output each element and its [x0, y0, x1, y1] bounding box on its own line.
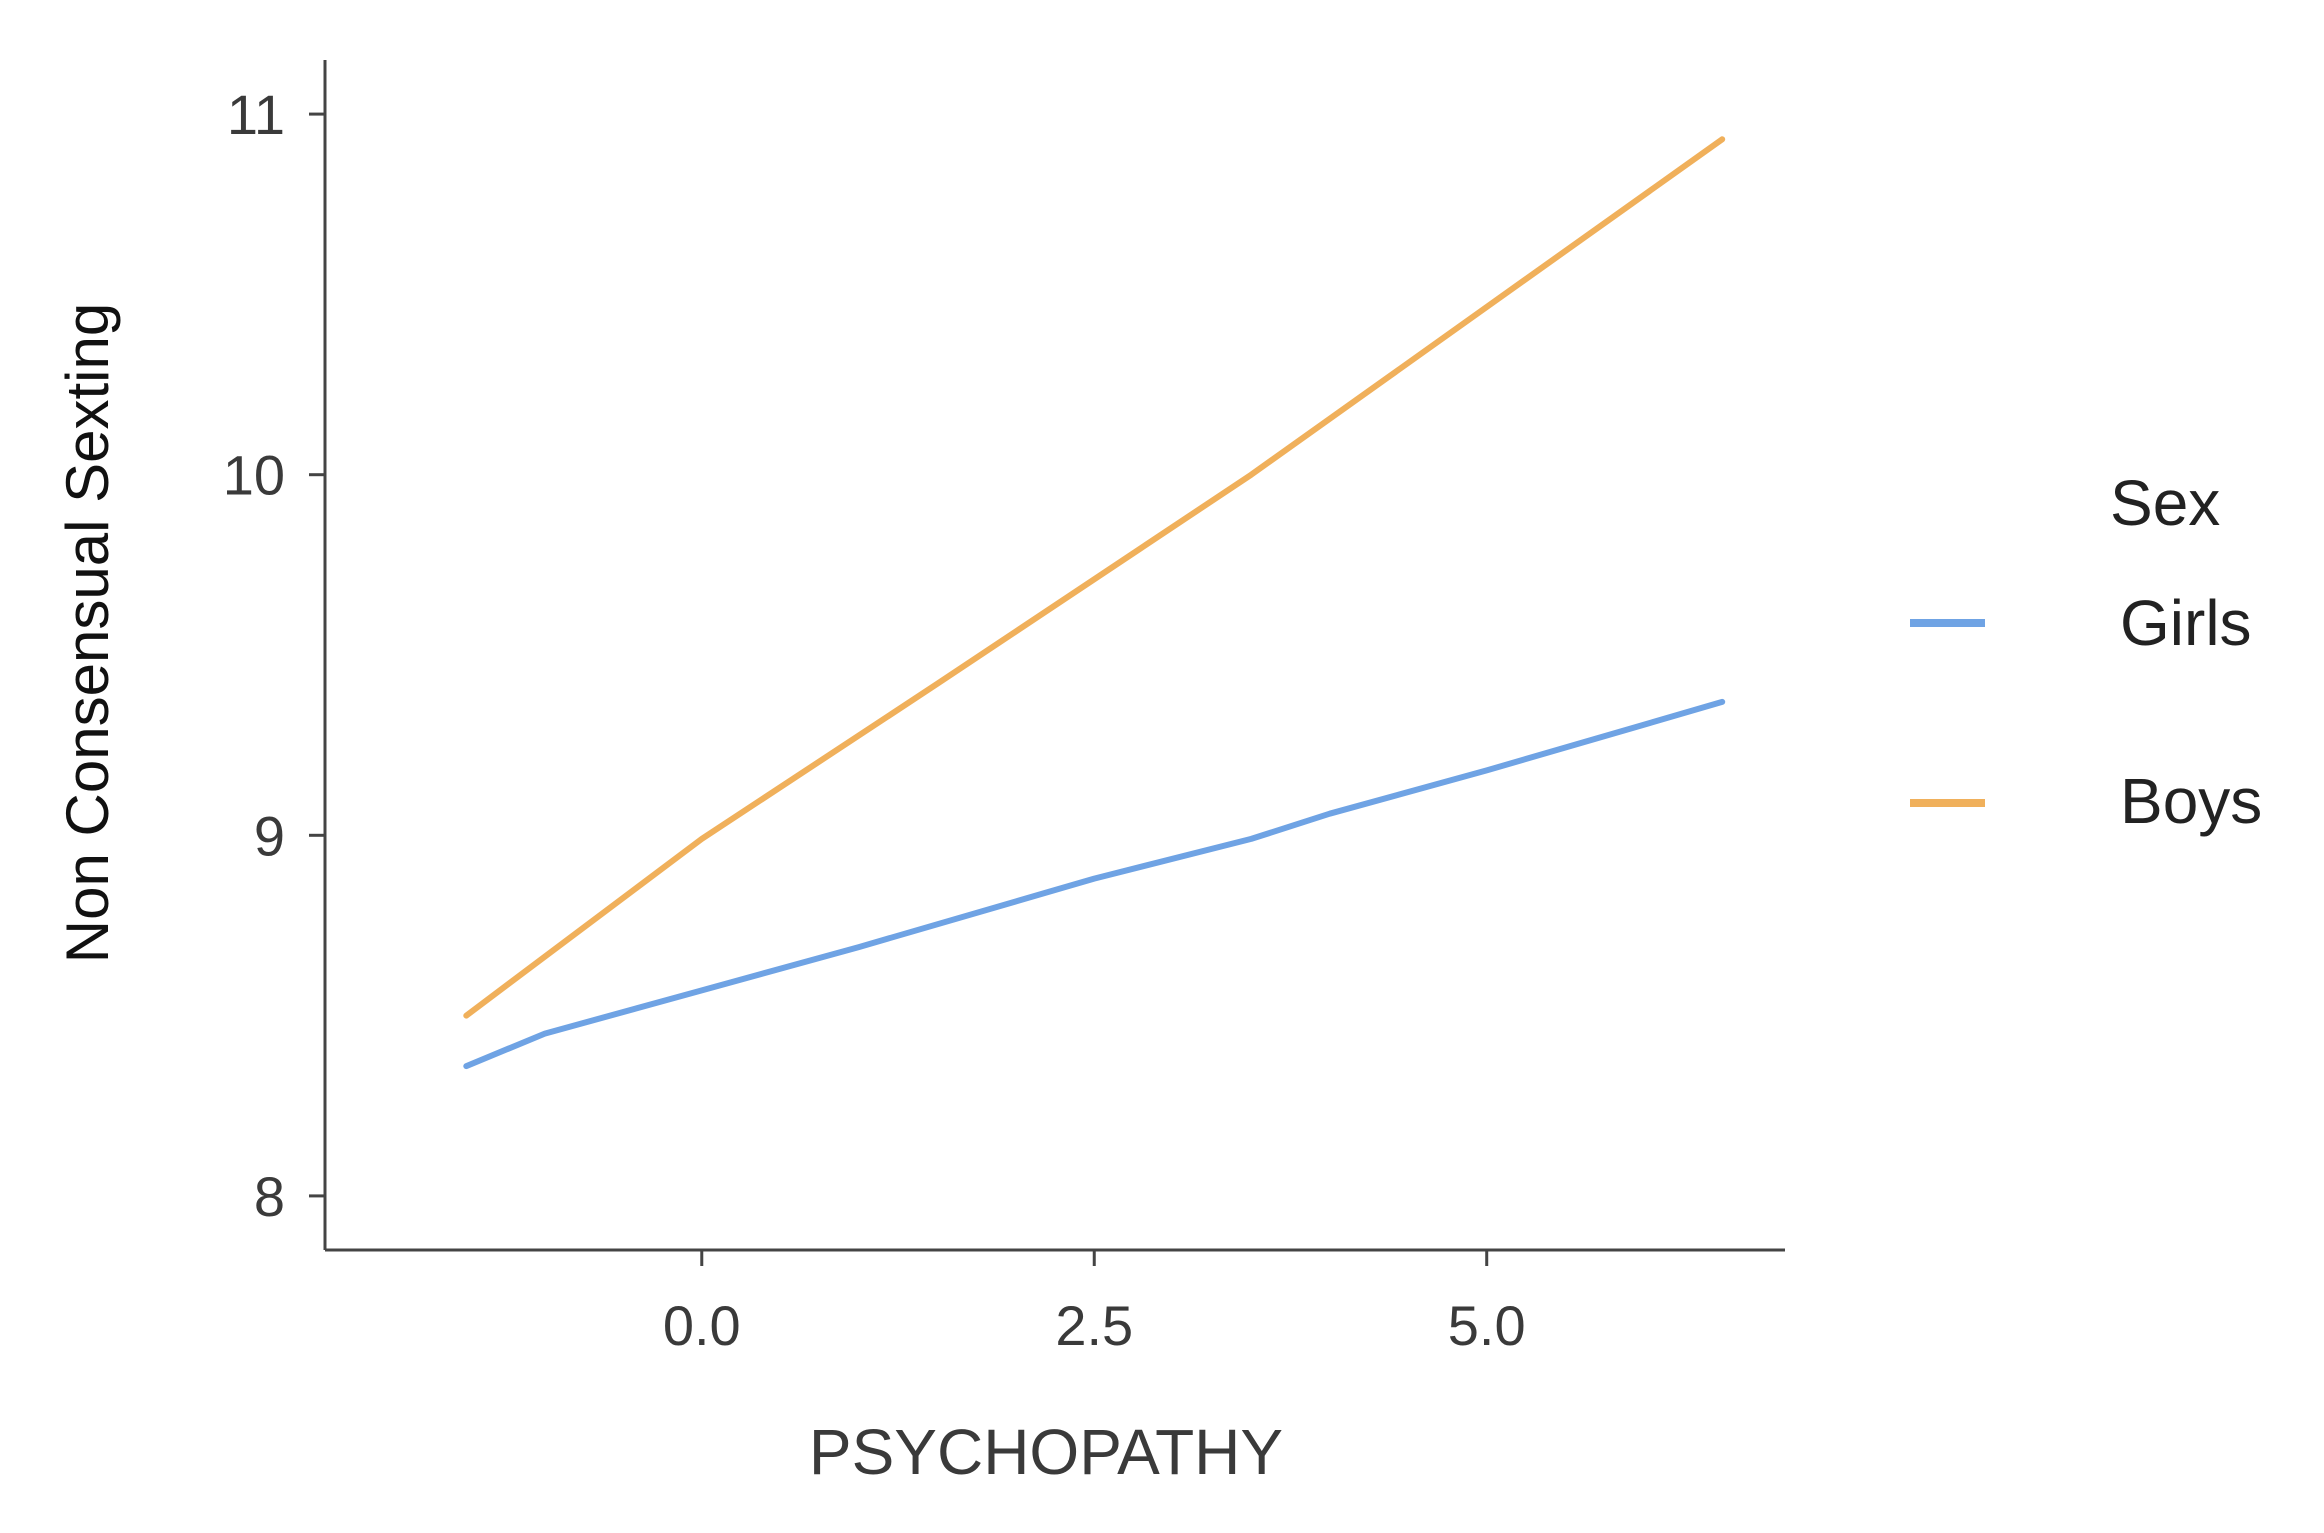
x-tick-label: 5.0 [1448, 1294, 1526, 1357]
legend-title: Sex [2110, 467, 2220, 539]
y-axis-title: Non Consensual Sexting [54, 303, 121, 963]
x-ticks: 0.0 2.5 5.0 [663, 1250, 1526, 1357]
y-ticks: 8 9 10 11 [223, 83, 325, 1228]
series-line-girls [463, 698, 1726, 1070]
x-axis-title: PSYCHOPATHY [809, 1416, 1283, 1488]
y-tick-label: 10 [223, 444, 285, 507]
legend-label-boys: Boys [2120, 765, 2262, 837]
series-line-boys [463, 136, 1726, 1019]
legend: Sex Girls Boys [1910, 467, 2262, 837]
series-layer [463, 136, 1726, 1070]
y-tick-label: 11 [227, 83, 285, 146]
x-tick-label: 2.5 [1055, 1294, 1133, 1357]
legend-label-girls: Girls [2120, 587, 2252, 659]
axes [323, 60, 1785, 1252]
x-tick-label: 0.0 [663, 1294, 741, 1357]
y-tick-label: 8 [254, 1165, 285, 1228]
y-tick-label: 9 [254, 804, 285, 867]
